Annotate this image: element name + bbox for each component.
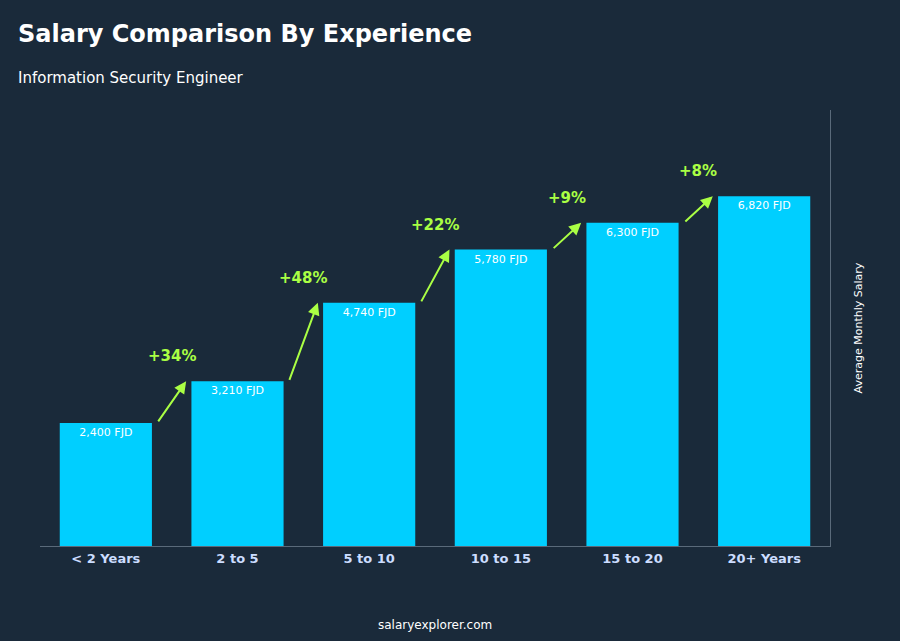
svg-text:Average Monthly Salary: Average Monthly Salary xyxy=(852,262,865,393)
svg-text:6,820 FJD: 6,820 FJD xyxy=(738,199,791,212)
svg-text:+48%: +48% xyxy=(279,269,327,287)
svg-text:6,300 FJD: 6,300 FJD xyxy=(606,226,659,239)
svg-text:15 to 20: 15 to 20 xyxy=(602,551,662,566)
svg-text:+22%: +22% xyxy=(411,216,459,234)
svg-text:20+ Years: 20+ Years xyxy=(727,551,801,566)
svg-text:5,780 FJD: 5,780 FJD xyxy=(474,253,527,266)
svg-text:10 to 15: 10 to 15 xyxy=(471,551,531,566)
svg-text:2 to 5: 2 to 5 xyxy=(216,551,258,566)
svg-text:4,740 FJD: 4,740 FJD xyxy=(343,306,396,319)
svg-text:+34%: +34% xyxy=(148,347,196,365)
svg-text:+9%: +9% xyxy=(548,189,586,207)
svg-text:3,210 FJD: 3,210 FJD xyxy=(211,384,264,397)
svg-text:Salary Comparison By Experienc: Salary Comparison By Experience xyxy=(18,20,472,48)
svg-text:Information Security Engineer: Information Security Engineer xyxy=(18,69,244,87)
svg-text:+8%: +8% xyxy=(679,162,717,180)
svg-text:5 to 10: 5 to 10 xyxy=(343,551,394,566)
svg-text:< 2 Years: < 2 Years xyxy=(71,551,140,566)
svg-text:salaryexplorer.com: salaryexplorer.com xyxy=(378,618,492,632)
svg-text:2,400 FJD: 2,400 FJD xyxy=(79,426,132,439)
